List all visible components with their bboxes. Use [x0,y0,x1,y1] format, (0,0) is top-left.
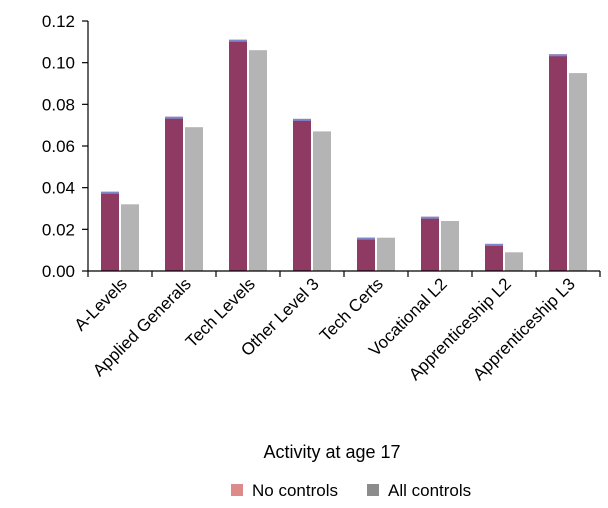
y-tick-label-3: 0.06 [42,137,75,156]
bar-no-controls-4 [357,237,375,271]
bar-all-controls-2 [249,50,267,272]
x-tick-label-0: A-Levels [71,274,131,334]
bar-top-highlight-5 [421,216,439,219]
bar-all-controls-5 [441,221,459,271]
bar-top-highlight-3 [293,118,311,121]
bar-top-highlight-6 [485,243,503,246]
bar-all-controls-1 [185,127,203,271]
y-tick-label-5: 0.10 [42,54,75,73]
bar-no-controls-1 [165,116,183,271]
bar-all-controls-7 [569,73,587,271]
bar-top-highlight-4 [357,237,375,240]
bar-all-controls-3 [313,131,331,271]
bar-no-controls-6 [485,243,503,271]
bar-all-controls-4 [377,237,395,271]
bar-no-controls-7 [549,54,567,271]
plot-area [101,39,587,272]
bar-no-controls-5 [421,216,439,271]
y-tick-label-0: 0.00 [42,262,75,281]
legend-label-1: All controls [388,481,471,500]
bar-no-controls-2 [229,39,247,272]
y-tick-label-2: 0.04 [42,179,75,198]
legend-swatch-1 [367,484,379,496]
bar-no-controls-3 [293,118,311,272]
bar-top-highlight-2 [229,39,247,42]
bar-all-controls-0 [121,204,139,271]
y-tick-label-1: 0.02 [42,220,75,239]
bar-top-highlight-7 [549,54,567,57]
y-tick-label-6: 0.12 [42,12,75,31]
bar-no-controls-0 [101,191,119,271]
bar-top-highlight-1 [165,116,183,119]
bar-top-highlight-0 [101,191,119,194]
legend-swatch-0 [231,484,243,496]
y-axis: 0.00 0.02 0.04 0.06 0.08 0.10 0.12 [42,12,89,281]
y-tick-label-4: 0.08 [42,95,75,114]
bar-all-controls-6 [505,252,523,272]
x-axis-title: Activity at age 17 [263,442,400,462]
legend: No controls All controls [231,481,471,500]
legend-label-0: No controls [252,481,338,500]
